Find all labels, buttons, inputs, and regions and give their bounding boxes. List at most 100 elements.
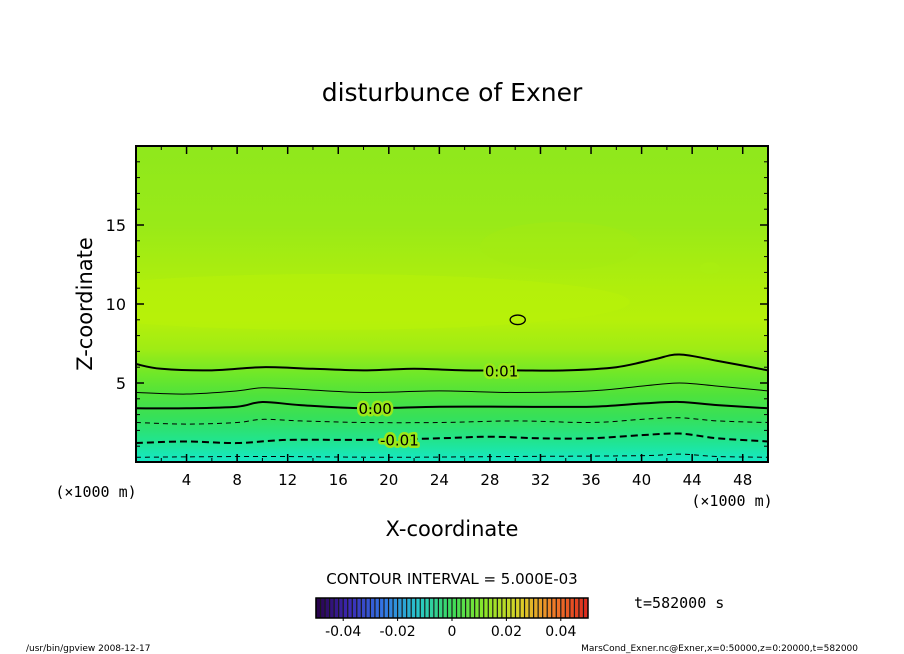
contour-label: 0.01: [485, 362, 518, 380]
contour-label: -0.01: [380, 432, 419, 450]
contour-interval: CONTOUR INTERVAL = 5.000E-03: [326, 570, 577, 588]
colorbar-swatch: [501, 598, 507, 618]
colorbar-swatch: [384, 598, 389, 618]
colorbar-swatch: [551, 598, 557, 618]
colorbar-swatch: [329, 598, 335, 618]
x-tick-label: 44: [683, 471, 702, 489]
x-tick-label: 48: [733, 471, 752, 489]
footer-right: MarsCond_Exner.nc@Exner,x=0:50000,z=0:20…: [581, 644, 858, 654]
colorbar-swatch: [569, 598, 575, 618]
time-label: t=582000 s: [634, 594, 724, 612]
closed-contour: [509, 314, 526, 326]
colorbar-swatch: [334, 598, 339, 618]
contour-label: 0.00: [358, 400, 391, 418]
colorbar-tick-label: 0.04: [545, 624, 576, 640]
colorbar-swatch: [429, 598, 434, 618]
colorbar-swatch: [447, 598, 452, 618]
colorbar-swatch: [578, 598, 584, 618]
x-axis-label: X-coordinate: [386, 517, 519, 541]
contour-line: [136, 432, 768, 445]
colorbar-swatch: [474, 598, 480, 618]
colorbar-swatch: [574, 598, 579, 618]
colorbar-swatch: [524, 598, 530, 618]
colorbar-swatch: [356, 598, 362, 618]
x-tick-label: 32: [531, 471, 550, 489]
colorbar-swatch: [379, 598, 384, 618]
colorbar-swatch: [461, 598, 466, 618]
colorbar-swatch: [402, 598, 407, 618]
colorbar-swatch: [415, 598, 421, 618]
colorbar-swatch: [529, 598, 534, 618]
colorbar-swatch: [406, 598, 412, 618]
contour-line: [136, 453, 768, 458]
x-tick-label: 16: [329, 471, 348, 489]
colorbar-swatch: [560, 598, 566, 618]
colorbar-swatch: [325, 598, 330, 618]
x-axis: 4 8 12 16 20 24 28 32 36 40 44 48: [160, 146, 752, 489]
colorbar-swatch: [374, 598, 380, 618]
y-tick-label: 15: [106, 216, 126, 235]
colorbar-swatch: [470, 598, 475, 618]
colorbar-swatch: [456, 598, 462, 618]
x-tick-label: 12: [278, 471, 297, 489]
colorbar-tick-label: -0.04: [325, 624, 361, 640]
colorbar-swatch: [316, 598, 321, 618]
contour-line: [136, 353, 768, 372]
chart-title: disturbunce of Exner: [322, 78, 583, 107]
colorbar-swatch: [397, 598, 403, 618]
colorbar-swatch: [533, 598, 539, 618]
colorbar-swatch: [538, 598, 543, 618]
contour-lines: [136, 314, 768, 458]
field-fill: [136, 146, 768, 462]
colorbar-ticks: -0.04 -0.02 0 0.02 0.04: [325, 618, 576, 640]
y-axis: 5 10 15: [106, 161, 768, 447]
colorbar-swatch: [583, 598, 588, 618]
colorbar-swatch: [565, 598, 570, 618]
contour-line: [136, 400, 768, 410]
colorbar-tick-label: 0: [448, 624, 457, 640]
x-tick-label: 28: [480, 471, 499, 489]
colorbar-swatch: [365, 598, 371, 618]
contour-line: [136, 382, 768, 395]
colorbar: [315, 598, 588, 618]
colorbar-swatch: [542, 598, 548, 618]
colorbar-swatch: [547, 598, 552, 618]
x-unit-label: (×1000 m): [691, 492, 772, 510]
colorbar-tick-label: -0.02: [379, 624, 415, 640]
colorbar-swatch: [483, 598, 489, 618]
x-tick-label: 4: [182, 471, 192, 489]
x-tick-label: 20: [379, 471, 398, 489]
colorbar-swatch: [347, 598, 353, 618]
contour-line: [136, 417, 768, 425]
colorbar-swatch: [320, 598, 326, 618]
colorbar-swatch: [438, 598, 443, 618]
colorbar-swatch: [393, 598, 398, 618]
x-tick-label: 8: [232, 471, 242, 489]
colorbar-swatch: [465, 598, 471, 618]
colorbar-swatch: [556, 598, 561, 618]
colorbar-swatch: [492, 598, 498, 618]
colorbar-tick-label: 0.02: [491, 624, 522, 640]
x-tick-label: 24: [430, 471, 449, 489]
colorbar-swatch: [479, 598, 484, 618]
colorbar-swatch: [442, 598, 448, 618]
footer-left: /usr/bin/gpview 2008-12-17: [26, 644, 150, 654]
colorbar-swatch: [497, 598, 502, 618]
colorbar-swatch: [352, 598, 357, 618]
colorbar-swatch: [452, 598, 457, 618]
colorbar-swatch: [343, 598, 348, 618]
x-tick-label: 40: [632, 471, 651, 489]
colorbar-swatch: [488, 598, 493, 618]
colorbar-swatch: [506, 598, 511, 618]
colorbar-swatch: [370, 598, 375, 618]
colorbar-swatch: [520, 598, 525, 618]
y-tick-label: 10: [106, 295, 126, 314]
colorbar-swatch: [361, 598, 366, 618]
y-unit-label: (×1000 m): [55, 483, 136, 501]
contour-labels: 0.01 0.00 -0.01: [356, 360, 521, 452]
colorbar-swatch: [420, 598, 425, 618]
y-axis-label: Z-coordinate: [73, 237, 97, 371]
colorbar-swatch: [515, 598, 520, 618]
colorbar-swatch: [338, 598, 344, 618]
